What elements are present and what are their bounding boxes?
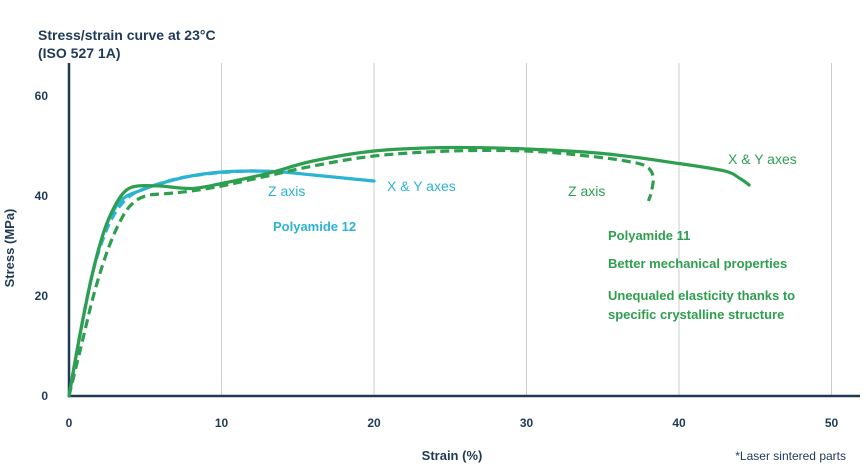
x-tick-label-20: 20 xyxy=(367,416,381,430)
x-tick-label-30: 30 xyxy=(520,416,534,430)
axis-layer: 0 10 20 30 40 50 0 20 40 60 xyxy=(35,63,860,430)
chart-title-line2: (ISO 527 1A) xyxy=(38,45,121,61)
annotation-pa11-note2-line1: Unequaled elasticity thanks to xyxy=(608,288,795,303)
annotation-pa11-note1: Better mechanical properties xyxy=(608,256,787,271)
x-tick-label-40: 40 xyxy=(672,416,686,430)
annotation-pa11-note2-line2: specific crystalline structure xyxy=(608,307,784,322)
x-tick-label-0: 0 xyxy=(66,416,73,430)
chart-title-line1: Stress/strain curve at 23°C xyxy=(38,27,216,43)
x-tick-label-10: 10 xyxy=(215,416,229,430)
annotation-pa11-name: Polyamide 11 xyxy=(608,228,690,243)
footnote: *Laser sintered parts xyxy=(735,449,846,463)
series-line-pa12-z xyxy=(67,169,268,397)
y-tick-label-0: 0 xyxy=(41,389,48,403)
annotation-pa12-z-axis: Z axis xyxy=(268,183,305,199)
annotation-pa12-name: Polyamide 12 xyxy=(273,219,356,234)
y-axis-label: Stress (MPa) xyxy=(2,209,17,288)
annotation-pa11-z-axis: Z axis xyxy=(568,183,605,199)
y-tick-label-40: 40 xyxy=(35,189,49,203)
chart-title: Stress/strain curve at 23°C (ISO 527 1A) xyxy=(38,26,216,62)
series-line-pa11-xy xyxy=(67,145,751,398)
y-tick-label-60: 60 xyxy=(35,89,49,103)
annotation-pa12-xy-axes: X & Y axes xyxy=(387,178,456,194)
y-tick-label-20: 20 xyxy=(35,289,49,303)
annotation-pa11-xy-axes: X & Y axes xyxy=(728,151,797,167)
series-line-pa11-z xyxy=(67,148,655,397)
x-tick-label-50: 50 xyxy=(825,416,839,430)
series-layer xyxy=(67,145,751,398)
grid-layer xyxy=(221,63,832,396)
x-axis-label: Strain (%) xyxy=(422,448,483,463)
